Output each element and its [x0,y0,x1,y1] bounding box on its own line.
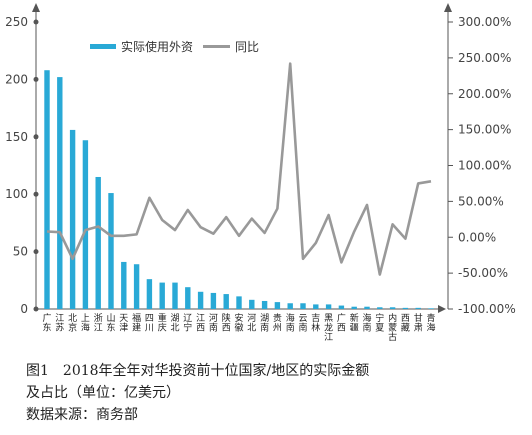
bar [274,302,281,309]
bar [185,287,191,309]
bar [121,261,127,309]
right-axis-tick-label: -50.00% [458,266,508,280]
left-axis-tick-dot [33,191,39,197]
x-category-label: 陕西 [222,312,231,334]
x-category-label: 黑龙江 [324,313,333,343]
bar [261,300,268,309]
x-category-label: 天津 [119,314,128,334]
right-axis-tick-label: 250.00% [458,51,511,65]
caption-source: 数据来源：商务部 [26,407,138,423]
bar [223,294,229,309]
x-category-label: 安徽 [234,312,243,334]
left-axis-tick-dot [33,19,39,25]
bar [82,140,89,309]
right-axis-tick-label: 300.00% [458,15,511,29]
x-category-label: 北京 [68,313,77,334]
left-axis-tick-label: 100 [5,187,28,201]
x-category-label: 云南 [298,314,307,334]
x-category-label: 广西 [337,312,346,334]
line-series [46,62,432,276]
x-axis-arrow [438,305,446,313]
right-axis-tick-label: 50.00% [458,194,504,208]
bar [428,308,434,309]
bar [210,292,217,309]
x-category-label: 宁夏 [375,312,384,334]
bar [249,299,255,309]
x-category-label: 青海 [426,312,435,334]
bar [364,306,370,309]
bar [95,176,101,309]
x-category-label: 上海 [81,313,90,334]
bar [44,70,50,309]
right-axis-arrow [444,3,452,12]
bar [287,303,293,309]
bar [159,282,165,309]
x-category-label: 广东 [42,312,51,334]
bar [197,291,204,309]
x-category-label: 辽宁 [183,313,192,334]
left-axis-tick-label: 50 [13,245,28,259]
bar [57,77,63,309]
x-category-label: 西藏 [401,313,410,334]
bar [351,306,357,309]
left-axis-tick-label: 150 [5,130,28,144]
bar [172,282,178,309]
x-category-label: 内蒙古 [388,312,397,343]
bar [338,305,345,309]
bar [402,307,409,309]
right-axis-tick-label: 200.00% [458,87,511,101]
bar [389,307,396,309]
legend-bar-swatch [90,44,116,49]
x-category-label: 贵州 [273,312,282,334]
x-category-label: 海南 [286,312,295,334]
x-category-label: 山东 [106,313,115,334]
legend-bar-label: 实际使用外资 [121,39,193,54]
chart-svg: 0 50 100 150 200 250 -100.00% -50.00% 0.00% 50.00… [5,3,516,343]
x-category-label: 湖北 [170,313,179,334]
x-category-label: 浙江 [94,312,103,334]
chart: 0 50 100 150 200 250 -100.00% -50.00% 0.00% 50.00… [5,3,516,343]
bar [69,129,76,309]
bar [133,264,140,309]
x-category-label: 福建 [132,312,141,334]
x-category-label: 湖南 [260,313,269,334]
x-category-label: 新疆 [350,312,359,334]
bar [108,193,114,309]
x-category-label: 重庆 [158,312,167,334]
left-axis-arrow [32,3,40,12]
x-category-label: 河南 [209,312,218,334]
left-axis-tick-label: 250 [5,15,28,29]
caption-line-2: 及占比（单位：亿美元） [26,385,180,401]
bar [236,296,242,309]
legend-line-label: 同比 [235,40,259,54]
bar [325,304,332,309]
right-axis-tick-label: -100.00% [458,302,516,316]
bar [415,307,421,309]
bar [300,303,306,309]
figure-caption: 图1 2018年全年对华投资前十位国家/地区的实际金额 及占比（单位：亿美元） … [26,360,486,426]
right-axis-tick-label: 150.00% [458,123,511,137]
x-category-label: 海南 [362,312,371,334]
x-category-label: 江西 [196,313,205,334]
bar [313,304,319,309]
bar [146,279,153,309]
caption-line-1: 图1 2018年全年对华投资前十位国家/地区的实际金额 [26,363,370,379]
x-category-label: 河北 [247,312,256,334]
x-category-label: 四川 [145,314,154,334]
x-category-label: 江苏 [55,313,64,334]
left-axis-tick-dot [33,76,39,82]
bar [377,307,383,309]
x-category-label: 甘肃 [414,312,423,334]
left-axis-tick-dot [33,134,39,140]
left-axis-tick-label: 200 [5,72,28,86]
left-axis-tick-label: 0 [20,302,28,316]
x-category-label: 吉林 [311,313,320,334]
right-axis-tick-label: 0.00% [458,230,496,244]
left-axis-tick-dot [33,249,39,255]
right-axis-tick-label: 100.00% [458,159,511,173]
